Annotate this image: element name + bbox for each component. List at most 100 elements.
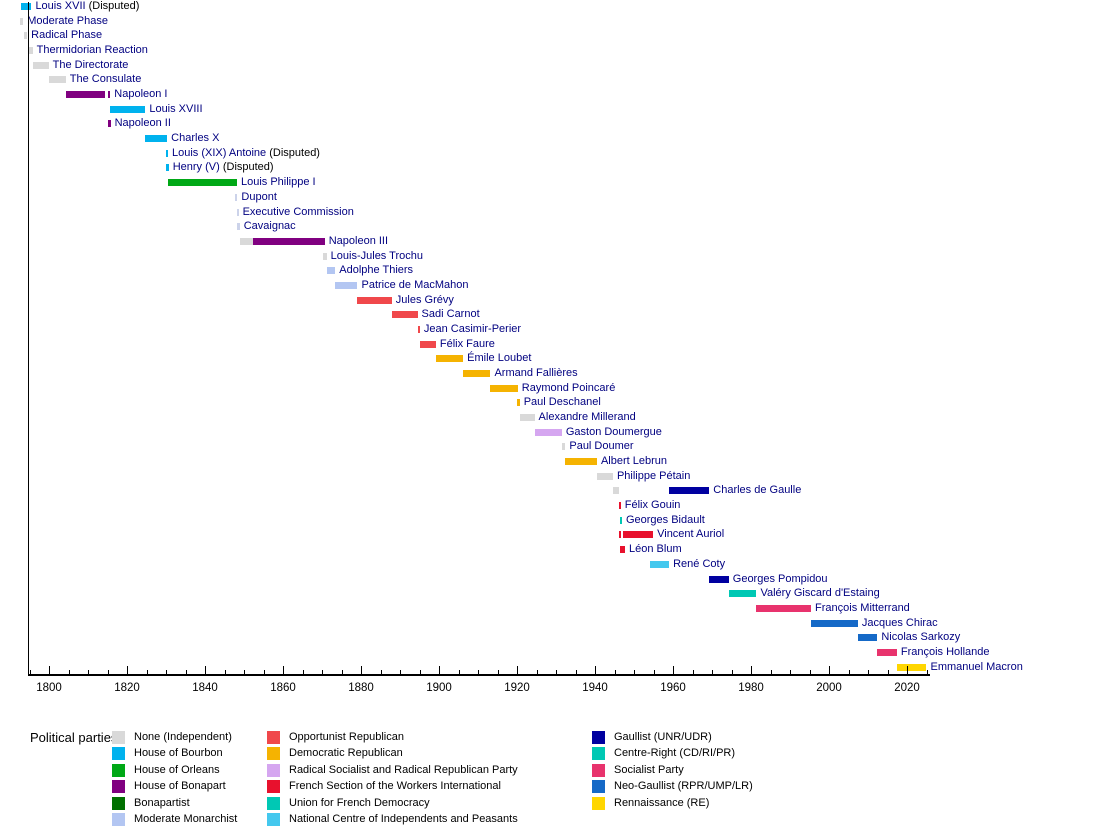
person-name[interactable]: Patrice de MacMahon [361,278,469,291]
timeline-bar[interactable] [419,340,436,348]
timeline-row-label[interactable]: Sadi Carnot [422,308,480,321]
timeline-row-label[interactable]: Executive Commission [243,206,354,219]
timeline-bar[interactable] [669,487,710,495]
timeline-row-label[interactable]: Vincent Auriol [657,528,724,541]
timeline-bar[interactable] [20,3,32,10]
timeline-row-label[interactable]: Jules Grévy [396,294,454,307]
person-name[interactable]: Armand Fallières [494,367,578,379]
person-name[interactable]: Félix Faure [439,337,495,350]
person-name[interactable]: Napoleon I [114,88,168,101]
person-name[interactable]: Charles de Gaulle [713,484,802,497]
timeline-bar[interactable] [896,663,927,671]
person-name[interactable]: Moderate Phase [27,14,108,27]
person-name[interactable]: Paul Doumer [569,440,634,453]
timeline-bar[interactable] [166,164,169,172]
timeline-bar[interactable] [65,91,105,99]
timeline-bar[interactable] [166,149,168,157]
timeline-row-label[interactable]: Gaston Doumergue [566,426,662,439]
timeline-row-label[interactable]: Émile Loubet [467,352,531,365]
person-name[interactable]: Executive Commission [242,205,354,218]
person-name[interactable]: Félix Gouin [624,499,681,512]
person-name[interactable]: Léon Blum [629,543,682,556]
person-name[interactable]: Charles X [171,132,220,145]
person-name[interactable]: Louis (XIX) Antoine [172,146,267,159]
timeline-bar[interactable] [596,472,613,480]
timeline-bar[interactable] [619,546,626,554]
timeline-bar[interactable] [534,428,562,436]
timeline-row-label[interactable]: Charles de Gaulle [713,484,801,497]
timeline-row-label[interactable]: François Mitterrand [815,602,910,615]
person-name[interactable]: The Directorate [52,58,129,71]
timeline-bar[interactable] [20,17,24,25]
timeline-bar[interactable] [252,237,325,245]
timeline-bar[interactable] [235,193,238,201]
person-name[interactable]: Raymond Poincaré [521,381,616,394]
timeline-row-label[interactable]: Paul Deschanel [524,396,601,409]
timeline-row-label[interactable]: Philippe Pétain [617,470,690,483]
timeline-bar[interactable] [618,502,621,510]
person-name[interactable]: Jean Casimir-Perier [423,322,522,335]
timeline-row-label[interactable]: Napoleon I [114,88,167,101]
timeline-bar[interactable] [623,531,654,539]
timeline-row-label[interactable]: François Hollande [901,646,990,659]
timeline-bar[interactable] [326,267,336,275]
person-name[interactable]: Thermidorian Reaction [36,44,148,57]
timeline-bar[interactable] [612,487,620,495]
timeline-row-label[interactable]: Radical Phase [31,29,102,42]
person-name[interactable]: Gaston Doumergue [565,425,662,438]
person-name[interactable]: Henry (V) [172,161,220,174]
person-name[interactable]: Valéry Giscard d'Estaing [760,587,880,600]
timeline-row-label[interactable]: Armand Fallières [494,367,577,380]
person-name[interactable]: Philippe Pétain [616,469,691,482]
timeline-row-label[interactable]: Louis XVII (Disputed) [35,0,139,13]
timeline-bar[interactable] [236,208,239,216]
timeline-row-label[interactable]: Jacques Chirac [862,617,938,630]
timeline-bar[interactable] [417,325,420,333]
person-name[interactable]: Nicolas Sarkozy [881,631,961,644]
timeline-bar[interactable] [28,47,33,55]
timeline-row-label[interactable]: Valéry Giscard d'Estaing [760,587,879,600]
person-name[interactable]: Adolphe Thiers [339,264,414,277]
person-name[interactable]: Alexandre Millerand [538,411,636,424]
timeline-row-label[interactable]: Patrice de MacMahon [361,279,468,292]
timeline-row-label[interactable]: René Coty [673,558,725,571]
timeline-row-label[interactable]: Georges Bidault [626,514,705,527]
timeline-row-label[interactable]: Emmanuel Macron [931,661,1023,674]
timeline-row-label[interactable]: Dupont [241,191,276,204]
timeline-row-label[interactable]: The Directorate [53,59,129,72]
timeline-row-label[interactable]: Félix Gouin [625,499,681,512]
timeline-row-label[interactable]: Albert Lebrun [601,455,667,468]
person-name[interactable]: Jacques Chirac [861,616,938,629]
person-name[interactable]: François Mitterrand [815,601,910,614]
person-name[interactable]: Radical Phase [31,29,103,42]
person-name[interactable]: Sadi Carnot [421,308,480,321]
timeline-row-label[interactable]: Adolphe Thiers [339,264,413,277]
timeline-row-label[interactable]: Raymond Poincaré [522,382,616,395]
person-name[interactable]: Napoleon II [114,117,171,130]
timeline-row-label[interactable]: Félix Faure [440,338,495,351]
timeline-row-label[interactable]: Alexandre Millerand [539,411,636,424]
person-name[interactable]: Cavaignac [243,220,296,233]
timeline-row-label[interactable]: Napoleon III [329,235,388,248]
timeline-row-label[interactable]: Henry (V) (Disputed) [173,161,274,174]
timeline-row-label[interactable]: Moderate Phase [27,15,108,28]
timeline-bar[interactable] [23,32,28,40]
person-name[interactable]: Emmanuel Macron [930,660,1023,673]
timeline-bar[interactable] [108,120,111,128]
timeline-bar[interactable] [110,105,146,113]
timeline-bar[interactable] [322,252,327,260]
person-name[interactable]: Jules Grévy [395,293,454,306]
person-name[interactable]: Georges Pompidou [732,572,828,585]
timeline-bar[interactable] [32,61,49,69]
timeline-bar[interactable] [565,458,597,466]
timeline-row-label[interactable]: Georges Pompidou [733,573,828,586]
person-name[interactable]: The Consulate [69,73,142,86]
timeline-bar[interactable] [48,76,66,84]
timeline-bar[interactable] [811,619,858,627]
timeline-bar[interactable] [357,296,392,304]
person-name[interactable]: Napoleon III [328,234,389,247]
person-name[interactable]: Louis Philippe I [240,176,316,189]
timeline-bar[interactable] [490,384,518,392]
timeline-bar[interactable] [857,634,878,642]
timeline-row-label[interactable]: Charles X [171,132,219,145]
